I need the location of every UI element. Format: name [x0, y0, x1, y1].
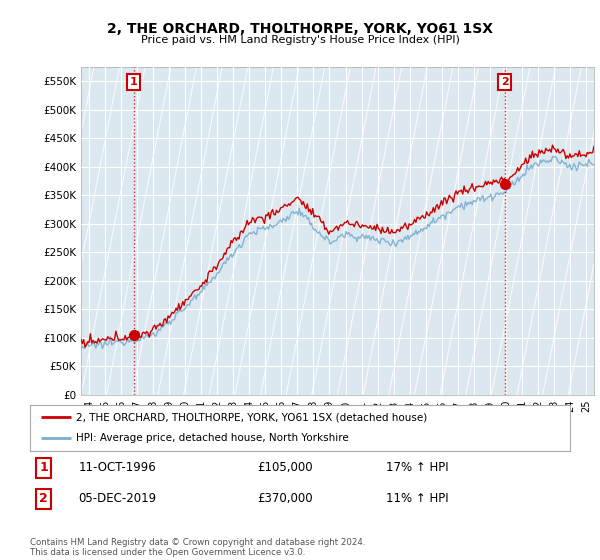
Text: Contains HM Land Registry data © Crown copyright and database right 2024.
This d: Contains HM Land Registry data © Crown c… — [30, 538, 365, 557]
Text: 2: 2 — [39, 492, 48, 505]
Text: Price paid vs. HM Land Registry's House Price Index (HPI): Price paid vs. HM Land Registry's House … — [140, 35, 460, 45]
Text: 17% ↑ HPI: 17% ↑ HPI — [386, 461, 449, 474]
Text: £370,000: £370,000 — [257, 492, 313, 505]
Text: £105,000: £105,000 — [257, 461, 313, 474]
Text: 11% ↑ HPI: 11% ↑ HPI — [386, 492, 449, 505]
Text: 05-DEC-2019: 05-DEC-2019 — [79, 492, 157, 505]
Text: 1: 1 — [130, 77, 137, 87]
Text: 2, THE ORCHARD, THOLTHORPE, YORK, YO61 1SX (detached house): 2, THE ORCHARD, THOLTHORPE, YORK, YO61 1… — [76, 412, 427, 422]
Text: 2: 2 — [500, 77, 508, 87]
Text: 2, THE ORCHARD, THOLTHORPE, YORK, YO61 1SX: 2, THE ORCHARD, THOLTHORPE, YORK, YO61 1… — [107, 22, 493, 36]
Text: HPI: Average price, detached house, North Yorkshire: HPI: Average price, detached house, Nort… — [76, 433, 349, 444]
Text: 11-OCT-1996: 11-OCT-1996 — [79, 461, 157, 474]
Text: 1: 1 — [39, 461, 48, 474]
